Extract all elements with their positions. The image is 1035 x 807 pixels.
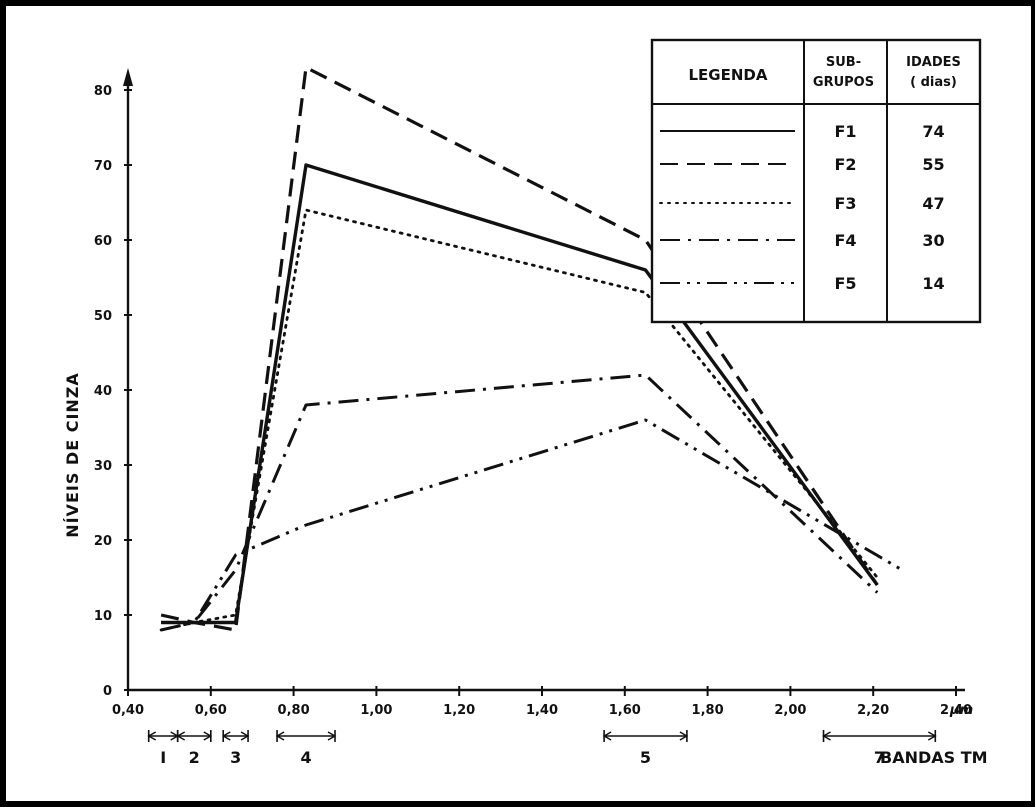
band-arrow-right — [203, 731, 213, 741]
series-line-f5 — [160, 418, 903, 632]
x-tick-label: 0,40 — [112, 703, 144, 718]
legend-age-f4: 30 — [922, 231, 944, 250]
x-axis-unit: μm — [949, 703, 973, 718]
y-tick-label: 0 — [103, 684, 112, 699]
y-tick-label: 60 — [94, 234, 112, 249]
x-tick-label: 1,00 — [360, 703, 392, 718]
x-tick-label: 0,80 — [278, 703, 310, 718]
band-label-3: 3 — [230, 748, 241, 767]
axes: 0 10 20 30 40 50 60 70 80 0,40 0,60 0,80 1,00 1,20 1,4… — [94, 68, 972, 718]
band-arrow-left — [221, 731, 231, 741]
legend-age-f1: 74 — [922, 122, 944, 141]
x-tick-label: 2,20 — [857, 703, 889, 718]
band-label-5: 5 — [640, 748, 651, 767]
y-tick-label: 80 — [94, 84, 112, 99]
legend-subgroup-f3: F3 — [834, 194, 856, 213]
y-tick-label: 70 — [94, 159, 112, 174]
band-arrow-left — [275, 731, 285, 741]
legend-age-f2: 55 — [922, 155, 944, 174]
y-tick-label: 40 — [94, 384, 112, 399]
band-arrow-right — [240, 731, 250, 741]
band-arrow-left — [147, 731, 157, 741]
x-tick-label: 1,20 — [443, 703, 475, 718]
band-label-4: 4 — [300, 748, 311, 767]
legend-subgroup-f1: F1 — [834, 122, 856, 141]
x-tick-label: 1,80 — [692, 703, 724, 718]
x-tick-label: 2,40 — [940, 703, 972, 718]
legend-header: IDADES( dias) — [906, 55, 961, 90]
bands-layer: I 2 3 4 5 7 — [147, 730, 937, 767]
band-arrow-left — [602, 731, 612, 741]
legend-subgroup-f4: F4 — [834, 231, 856, 250]
legend-table: LEGENDA SUB-GRUPOS IDADES( dias) F1 74 F2 55 F3… — [650, 38, 982, 324]
band-label-7: 7 — [874, 748, 885, 767]
x-tick-label: 2,00 — [774, 703, 806, 718]
x-tick-label: 1,40 — [526, 703, 558, 718]
bands-caption: BANDAS TM — [880, 748, 988, 767]
legend-subgroup-f2: F2 — [834, 155, 856, 174]
y-tick-label: 20 — [94, 534, 112, 549]
legend-header: SUB-GRUPOS — [813, 55, 874, 90]
band-label-I: I — [160, 748, 166, 767]
band-label-2: 2 — [189, 748, 200, 767]
series-line-f4 — [161, 373, 879, 624]
y-axis-arrow — [123, 68, 133, 86]
y-tick-label: 50 — [94, 309, 112, 324]
y-axis-label: NÍVEIS DE CINZA — [63, 372, 82, 538]
y-tick-label: 10 — [94, 609, 112, 624]
band-arrow-right — [927, 731, 937, 741]
band-arrow-left — [822, 731, 831, 741]
band-arrow-right — [679, 731, 689, 741]
legend-subgroup-f5: F5 — [834, 274, 856, 293]
legend-age-f3: 47 — [922, 194, 944, 213]
y-tick-label: 30 — [94, 459, 112, 474]
legend-border — [650, 38, 982, 324]
band-arrow-left — [176, 731, 186, 741]
x-tick-label: 1,60 — [609, 703, 641, 718]
band-arrow-right — [327, 731, 337, 741]
x-tick-label: 0,60 — [195, 703, 227, 718]
legend-age-f5: 14 — [922, 274, 944, 293]
series-line-f3 — [159, 208, 879, 632]
legend-header: LEGENDA — [689, 66, 768, 84]
